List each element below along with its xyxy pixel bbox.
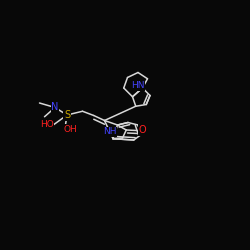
Text: HN: HN xyxy=(131,82,145,90)
Text: S: S xyxy=(64,110,70,120)
Text: NH: NH xyxy=(103,127,117,136)
Text: HO: HO xyxy=(40,120,54,129)
Text: N: N xyxy=(51,102,59,113)
Text: O: O xyxy=(139,125,146,135)
Text: OH: OH xyxy=(64,125,78,134)
